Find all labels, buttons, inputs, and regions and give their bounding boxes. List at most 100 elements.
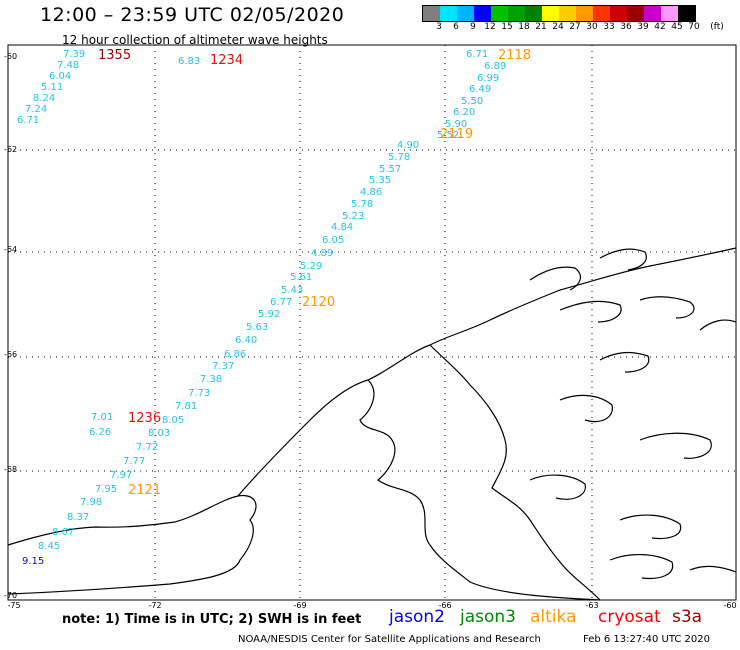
satellite-legend-item: jason2 xyxy=(389,607,445,627)
latitude-label: -70 xyxy=(4,591,18,600)
wave-height-value: 4.86 xyxy=(360,187,383,198)
scale-swatch xyxy=(678,6,695,21)
wave-height-value: 6.71 xyxy=(17,115,40,126)
satellite-legend-item: altika xyxy=(530,607,577,627)
wave-height-value: 5.57 xyxy=(379,164,402,175)
longitude-label: -63 xyxy=(585,601,599,610)
satellite-legend-item: cryosat xyxy=(598,607,661,627)
wave-height-value: 6.49 xyxy=(469,84,492,95)
scale-swatch xyxy=(525,6,542,21)
wave-height-value: 7.95 xyxy=(95,484,118,495)
wave-height-value: 8.05 xyxy=(162,415,185,426)
wave-height-value: 6.04 xyxy=(49,71,72,82)
units-note: note: 1) Time is in UTC; 2) SWH is in fe… xyxy=(62,612,362,627)
wave-height-value: 7.38 xyxy=(200,374,223,385)
wave-height-value: 7.98 xyxy=(80,497,103,508)
pass-time-label: 1236 xyxy=(128,411,162,426)
footer-timestamp: Feb 6 13:27:40 UTC 2020 xyxy=(583,634,710,645)
wave-height-value: 5.78 xyxy=(388,152,411,163)
wave-height-value: 5.43 xyxy=(281,285,304,296)
wave-height-value: 5.61 xyxy=(290,272,313,283)
scale-label: 3 xyxy=(436,22,442,32)
wave-height-value: 7.77 xyxy=(123,456,146,467)
latitude-label: -68 xyxy=(4,465,18,474)
wave-height-value: 5.92 xyxy=(258,309,281,320)
scale-label: 21 xyxy=(535,22,547,32)
wave-height-value: 7.39 xyxy=(63,49,86,60)
scale-label: 30 xyxy=(586,22,598,32)
wave-height-value: 7.24 xyxy=(25,104,48,115)
wave-height-value: 7.73 xyxy=(188,388,211,399)
scale-swatch xyxy=(542,6,559,21)
scale-label: 6 xyxy=(453,22,459,32)
satellite-legend-item: jason3 xyxy=(460,607,516,627)
wave-height-value: 6.99 xyxy=(477,73,500,84)
scale-label: 70 xyxy=(688,22,700,32)
scale-swatch xyxy=(644,6,661,21)
scale-swatch xyxy=(440,6,457,21)
scale-label: 33 xyxy=(603,22,615,32)
wave-height-value: 7.72 xyxy=(136,442,159,453)
wave-height-value: 6.71 xyxy=(466,49,489,60)
longitude-label: -75 xyxy=(7,601,21,610)
scale-swatch xyxy=(457,6,474,21)
scale-label: (ft) xyxy=(710,22,724,32)
wave-height-value: 6.40 xyxy=(235,335,258,346)
satellite-legend-item: s3a xyxy=(672,607,703,627)
wave-height-value: 5.50 xyxy=(461,96,484,107)
latitude-label: -60 xyxy=(4,52,18,61)
wave-height-value: 6.05 xyxy=(322,235,345,246)
scale-swatch xyxy=(661,6,678,21)
scale-swatch xyxy=(423,6,440,21)
pass-time-label: 2119 xyxy=(440,127,474,142)
longitude-label: -60 xyxy=(723,601,737,610)
longitude-label: -66 xyxy=(438,601,452,610)
scale-swatch xyxy=(559,6,576,21)
scale-swatch xyxy=(491,6,508,21)
graticule xyxy=(8,45,736,600)
wave-height-value: 5.23 xyxy=(342,211,365,222)
longitude-label: -72 xyxy=(148,601,162,610)
wave-height-value: 7.97 xyxy=(110,470,133,481)
scale-swatch xyxy=(508,6,525,21)
scale-label: 45 xyxy=(671,22,683,32)
wave-height-value: 5.78 xyxy=(351,199,374,210)
wave-height-value: 5.90 xyxy=(445,119,468,130)
wave-height-value: 8.37 xyxy=(67,512,90,523)
wave-height-value: 6.83 xyxy=(178,56,201,67)
scale-label: 24 xyxy=(552,22,564,32)
color-scale-labels: 3 6 9 12 15 18 21 24 27 30 33 36 39 42 45 70 (ft) xyxy=(422,22,740,34)
wave-height-value: 7.37 xyxy=(212,361,235,372)
map-frame xyxy=(7,44,737,601)
scale-swatch xyxy=(576,6,593,21)
latitude-label: -64 xyxy=(4,245,18,254)
wave-height-value: 6.20 xyxy=(453,107,476,118)
wave-height-value: 6.89 xyxy=(484,61,507,72)
scale-label: 39 xyxy=(637,22,649,32)
wave-height-value: 4.89 xyxy=(311,248,334,259)
wave-height-color-scale xyxy=(422,5,696,22)
wave-height-value: 7.01 xyxy=(91,412,114,423)
wave-height-value: 5.11 xyxy=(41,82,64,93)
wave-height-value: 5.29 xyxy=(300,261,323,272)
scale-label: 36 xyxy=(620,22,632,32)
wave-height-value: 5.52 xyxy=(437,130,460,141)
wave-height-value: 7.48 xyxy=(57,60,80,71)
pass-time-label: 1355 xyxy=(98,48,132,63)
scale-swatch xyxy=(610,6,627,21)
map-subtitle: 12 hour collection of altimeter wave hei… xyxy=(62,33,328,47)
scale-label: 12 xyxy=(484,22,496,32)
pass-time-label: 2118 xyxy=(498,48,532,63)
wave-height-value: 7.81 xyxy=(175,401,198,412)
wave-height-value: 4.84 xyxy=(331,222,354,233)
wave-height-value: 6.77 xyxy=(270,297,293,308)
pass-time-label: 2120 xyxy=(302,295,336,310)
pass-time-label: 2121 xyxy=(128,483,162,498)
wave-height-value: 9.15 xyxy=(22,556,45,567)
wave-height-value: 8.03 xyxy=(148,428,171,439)
wave-height-value: 8.45 xyxy=(38,541,61,552)
scale-swatch xyxy=(627,6,644,21)
footer-credit: NOAA/NESDIS Center for Satellite Applica… xyxy=(238,634,541,645)
scale-label: 18 xyxy=(518,22,530,32)
